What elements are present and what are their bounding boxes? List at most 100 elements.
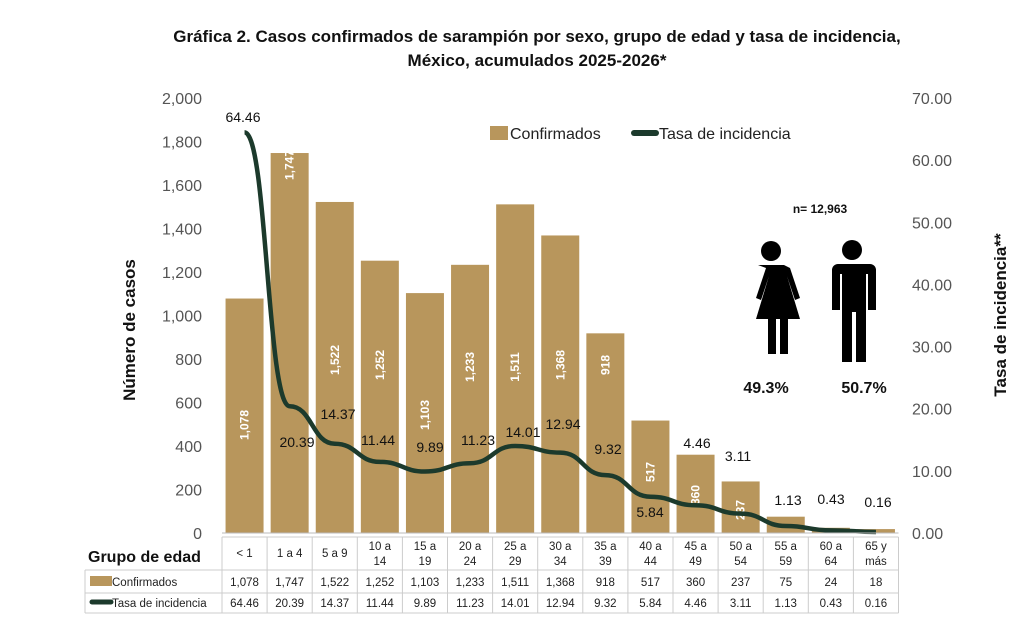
- chart-title: Gráfica 2. Casos confirmados de sarampió…: [173, 27, 900, 46]
- table-header-grupo-de-edad: Grupo de edad: [88, 549, 201, 566]
- category-label: 15 a: [414, 541, 437, 553]
- n-total: n= 12,963: [793, 202, 848, 216]
- category-label: 64: [824, 556, 837, 568]
- y-right-tick-label: 10.00: [912, 464, 952, 481]
- line-value-label: 11.44: [361, 432, 395, 448]
- bar-value-label: 1,522: [328, 345, 342, 375]
- table-cell-tasa: 14.37: [320, 598, 349, 610]
- y-right-tick-label: 40.00: [912, 277, 952, 294]
- category-label: 5 a 9: [322, 548, 348, 560]
- category-label: 34: [554, 556, 567, 568]
- male-figure-icon: [832, 240, 876, 362]
- bar: [405, 293, 444, 533]
- bar: [270, 153, 309, 533]
- line-value-label: 11.23: [461, 432, 495, 448]
- table-cell-tasa: 14.01: [501, 598, 530, 610]
- line-value-label: 14.37: [320, 406, 355, 422]
- line-value-label: 12.94: [545, 416, 580, 432]
- category-label: más: [865, 556, 887, 568]
- table-cell-tasa: 11.44: [366, 598, 395, 610]
- bar-value-label: 918: [598, 355, 612, 375]
- y-axis-label: Número de casos: [120, 259, 139, 401]
- table-cell-confirmados: 1,522: [320, 577, 349, 589]
- y-tick-label: 1,800: [162, 135, 202, 152]
- y-tick-label: 400: [175, 439, 202, 456]
- category-label: 35 a: [594, 541, 617, 553]
- y-tick-label: 2,000: [162, 91, 202, 108]
- category-label: 19: [419, 556, 432, 568]
- bar-value-label: 1,233: [463, 352, 477, 382]
- bar-value-label: 1,511: [508, 352, 522, 382]
- line-value-label: 0.43: [817, 491, 844, 507]
- table-cell-tasa: 0.16: [865, 598, 887, 610]
- category-label: 54: [734, 556, 747, 568]
- line-value-label: 64.46: [225, 109, 260, 125]
- table-cell-tasa: 5.84: [639, 598, 662, 610]
- table-row-label-confirmados: Confirmados: [112, 577, 177, 589]
- y-right-tick-label: 50.00: [912, 215, 952, 232]
- table-cell-tasa: 64.46: [230, 598, 259, 610]
- bar: [496, 204, 535, 534]
- bar-value-label: 1,103: [418, 400, 432, 430]
- legend-label-tasa: Tasa de incidencia: [659, 126, 791, 143]
- category-label: 24: [464, 556, 477, 568]
- y-axis-right-label: Tasa de incidencia**: [991, 233, 1010, 397]
- category-label: 10 a: [369, 541, 392, 553]
- bar: [586, 333, 625, 533]
- female-percent: 49.3%: [743, 380, 788, 397]
- category-label: 39: [599, 556, 612, 568]
- category-label: 20 a: [459, 541, 482, 553]
- bar-value-label: 237: [734, 500, 748, 520]
- bar: [721, 481, 760, 533]
- bar: [541, 235, 580, 533]
- bar: [631, 420, 670, 533]
- bar-value-label: 517: [643, 462, 657, 482]
- y-tick-label: 1,400: [162, 222, 202, 239]
- table-cell-tasa: 11.23: [456, 598, 484, 610]
- y-right-tick-label: 60.00: [912, 153, 952, 170]
- incidence-line: [243, 130, 876, 535]
- y-tick-label: 200: [175, 483, 202, 500]
- table-cell-tasa: 4.46: [684, 598, 706, 610]
- bar-value-label: 1,078: [238, 410, 252, 440]
- category-label: 65 y: [865, 541, 887, 553]
- y-tick-label: 1,000: [162, 309, 202, 326]
- table-cell-confirmados: 75: [779, 577, 792, 589]
- table-row-label-tasa: Tasa de incidencia: [112, 598, 207, 610]
- table-cell-tasa: 20.39: [275, 598, 304, 610]
- table-cell-confirmados: 1,233: [456, 577, 485, 589]
- table-cell-confirmados: 517: [641, 577, 660, 589]
- category-label: 59: [779, 556, 792, 568]
- category-label: 1 a 4: [277, 548, 303, 560]
- line-value-label: 4.46: [683, 435, 710, 451]
- bar-value-label: 1,368: [553, 350, 567, 380]
- line-value-label: 0.16: [864, 494, 891, 510]
- table-cell-confirmados: 1,368: [546, 577, 575, 589]
- table-cell-tasa: 9.89: [414, 598, 436, 610]
- y-tick-label: 800: [175, 352, 202, 369]
- table-cell-tasa: 3.11: [730, 598, 752, 610]
- category-label: 45 a: [684, 541, 707, 553]
- category-label: 44: [644, 556, 657, 568]
- table-cell-confirmados: 1,078: [230, 577, 259, 589]
- table-cell-tasa: 9.32: [594, 598, 616, 610]
- line-value-label: 9.89: [416, 439, 443, 455]
- line-value-label: 3.11: [725, 448, 751, 464]
- table-cell-confirmados: 237: [731, 577, 750, 589]
- y-right-tick-label: 0.00: [912, 526, 943, 543]
- bar: [225, 298, 264, 533]
- table-cell-confirmados: 18: [870, 577, 883, 589]
- category-label: 29: [509, 556, 522, 568]
- category-label: 50 a: [729, 541, 752, 553]
- line-value-label: 14.01: [505, 424, 540, 440]
- table-cell-confirmados: 918: [596, 577, 615, 589]
- category-label: 30 a: [549, 541, 572, 553]
- table-cell-confirmados: 1,511: [501, 577, 529, 589]
- table-cell-confirmados: 1,252: [365, 577, 394, 589]
- line-value-label: 1.13: [774, 492, 801, 508]
- table-cell-tasa: 12.94: [546, 598, 575, 610]
- line-value-label: 20.39: [279, 434, 314, 450]
- bar-value-label: 1,252: [373, 350, 387, 380]
- bar-value-label: 360: [689, 485, 703, 505]
